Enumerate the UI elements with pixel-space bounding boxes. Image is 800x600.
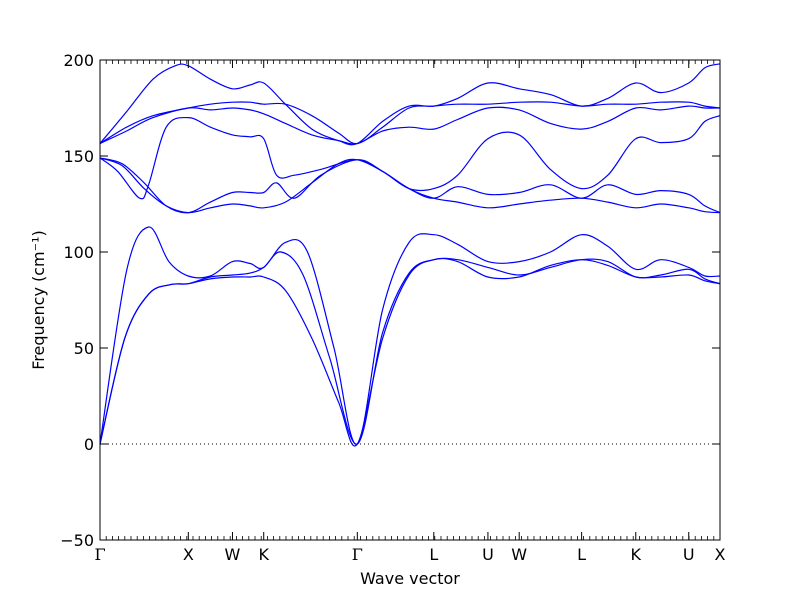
x-tick-label: U bbox=[683, 545, 695, 564]
y-ticks: −50 0 50 100 150 200 bbox=[60, 51, 720, 550]
y-tick-label: −50 bbox=[60, 531, 94, 550]
x-minor-ticks bbox=[99, 60, 721, 540]
y-tick-label: 200 bbox=[63, 51, 94, 70]
phonon-branch-8 bbox=[99, 101, 721, 145]
x-tick-label: L bbox=[429, 545, 438, 564]
x-tick-label: Γ bbox=[352, 545, 363, 564]
x-tick-label: X bbox=[183, 545, 194, 564]
x-tick-label: K bbox=[631, 545, 642, 564]
phonon-branch-2 bbox=[99, 251, 721, 445]
x-tick-label: L bbox=[577, 545, 586, 564]
x-axis-label: Wave vector bbox=[360, 569, 460, 588]
phonon-branch-3 bbox=[99, 226, 721, 445]
x-tick-label: X bbox=[715, 545, 726, 564]
y-tick-label: 100 bbox=[63, 243, 94, 262]
x-tick-label: K bbox=[258, 545, 269, 564]
y-tick-label: 150 bbox=[63, 147, 94, 166]
y-axis-label: Frequency (cm⁻¹) bbox=[29, 230, 48, 369]
phonon-branch-6 bbox=[99, 115, 721, 200]
phonon-branch-7 bbox=[99, 105, 721, 145]
series-group bbox=[99, 63, 721, 447]
y-tick-label: 50 bbox=[74, 339, 94, 358]
x-tick-label: W bbox=[225, 545, 241, 564]
plot-background bbox=[100, 60, 720, 540]
x-tick-label: W bbox=[511, 545, 527, 564]
x-tick-label: U bbox=[482, 545, 494, 564]
phonon-branch-9 bbox=[99, 63, 721, 146]
x-tick-label: Γ bbox=[94, 545, 105, 564]
y-tick-label: 0 bbox=[84, 435, 94, 454]
